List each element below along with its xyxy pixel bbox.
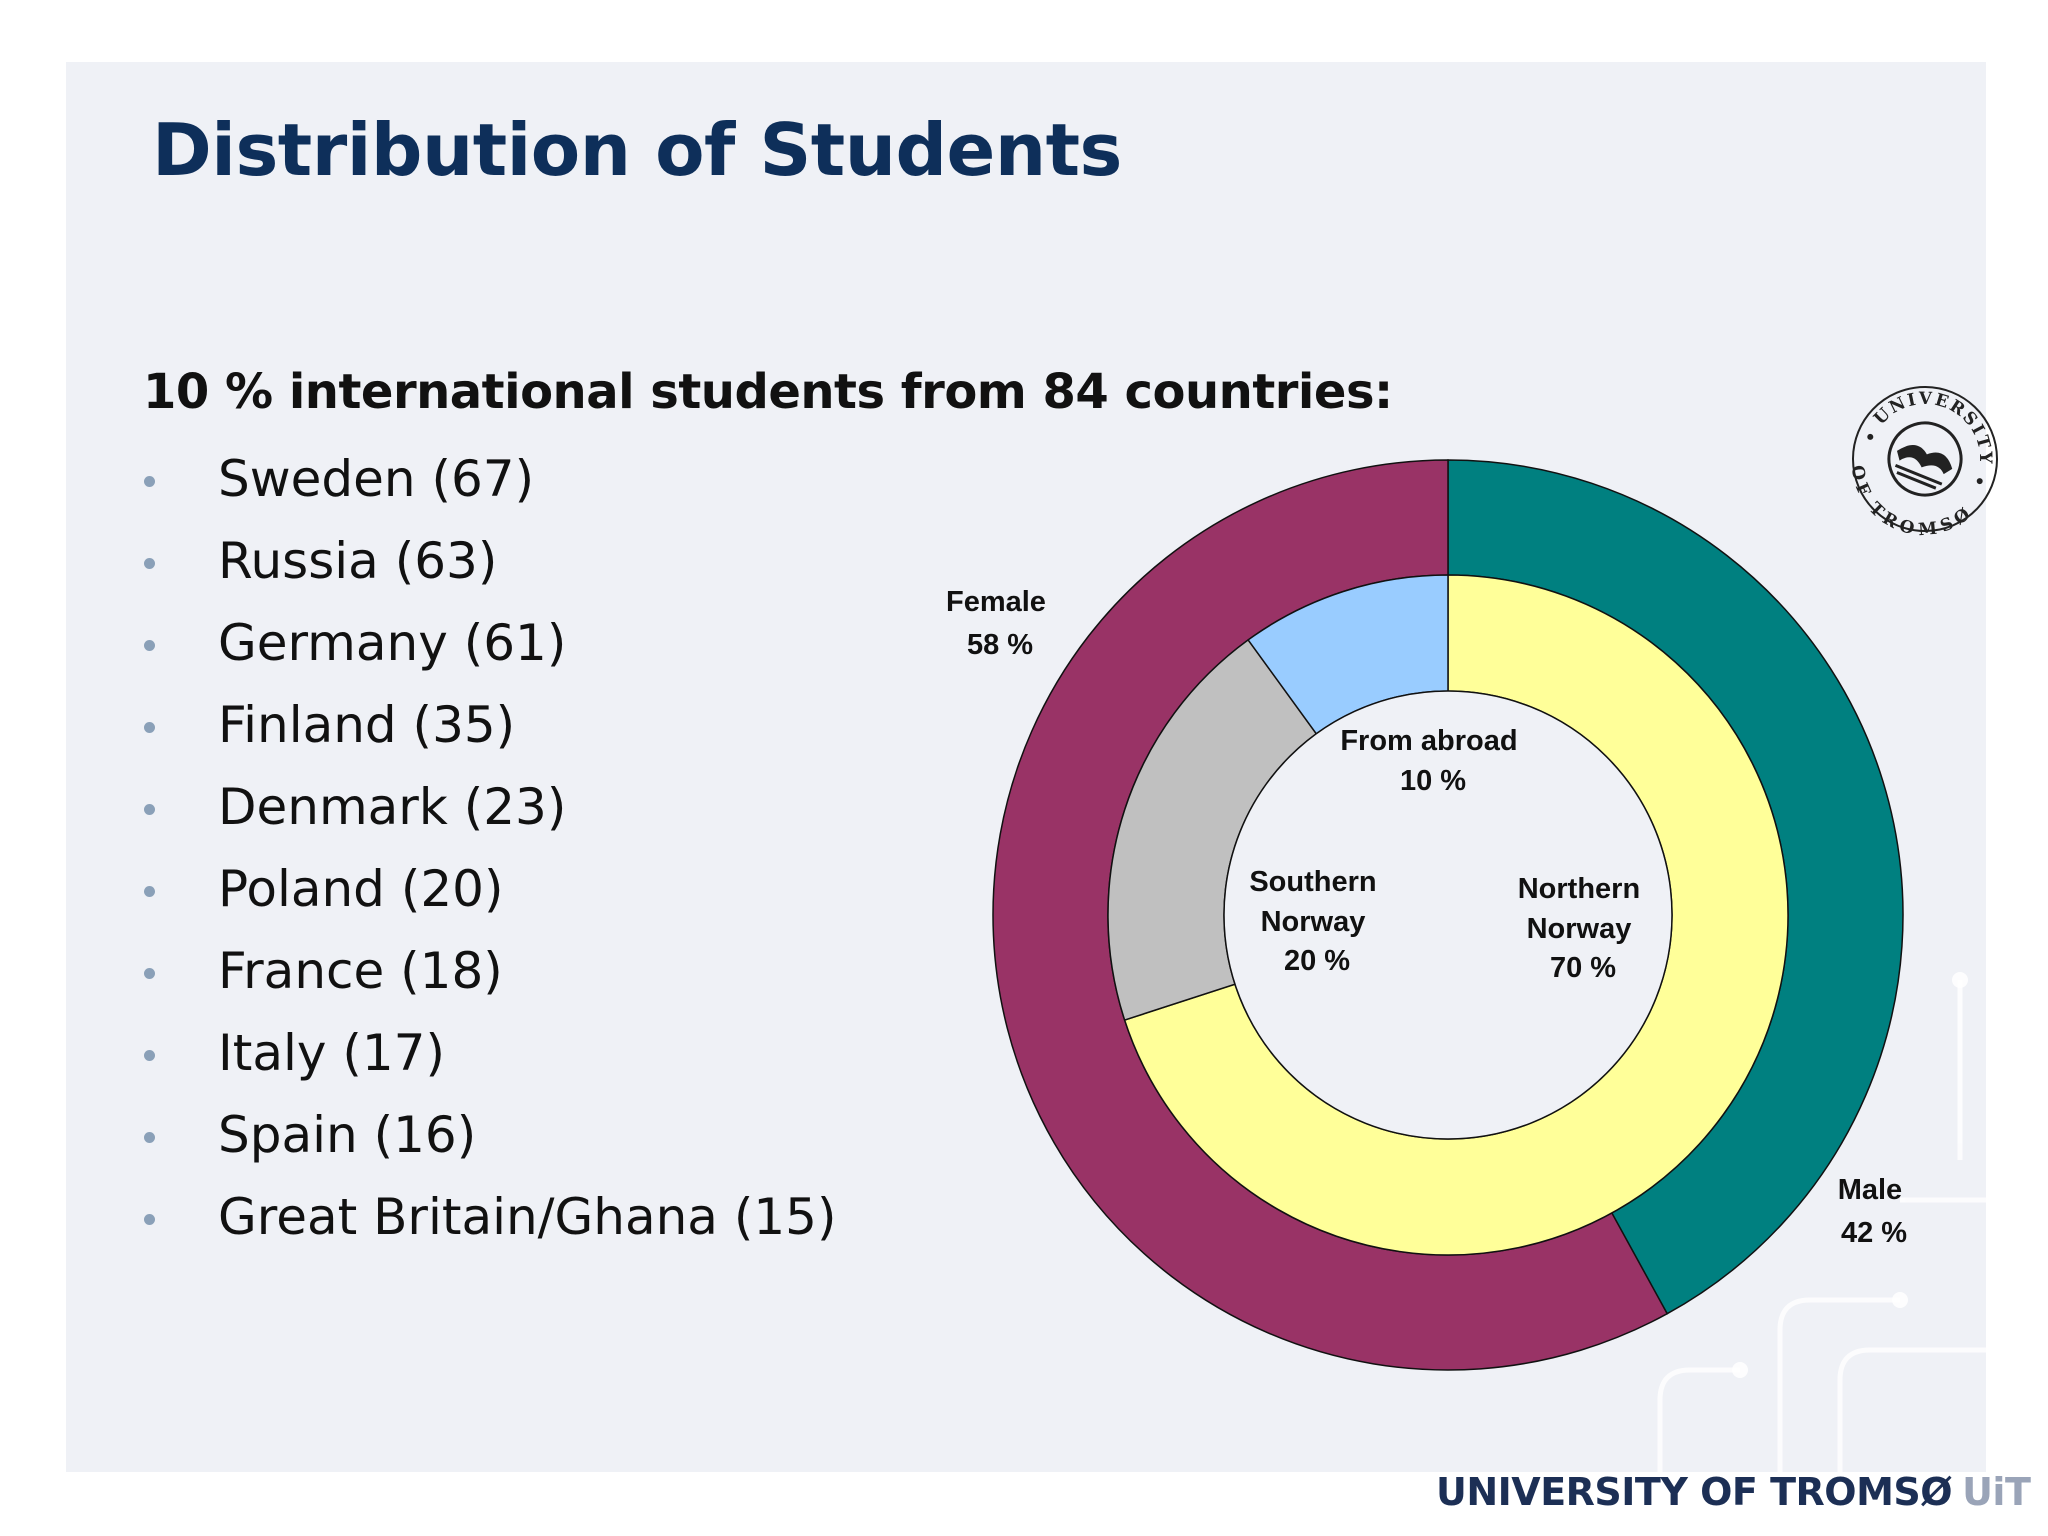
country-label: Great Britain/Ghana (15): [218, 1188, 837, 1246]
country-label: Italy (17): [218, 1024, 446, 1082]
label-southern-line2: Norway: [1261, 906, 1366, 938]
bullet-icon: [144, 722, 155, 733]
label-from-abroad-pct: 10 %: [1400, 765, 1466, 797]
label-female-pct: 58 %: [967, 629, 1033, 661]
country-label: Finland (35): [218, 696, 516, 754]
bullet-icon: [144, 1132, 155, 1143]
footer-brand-name: UNIVERSITY OF TROMSØ: [1436, 1470, 1953, 1514]
country-label: Denmark (23): [218, 778, 567, 836]
label-northern-norway: Northern Norway 70 %: [1518, 873, 1649, 984]
label-southern-pct: 20 %: [1284, 945, 1350, 977]
label-northern-pct: 70 %: [1550, 952, 1616, 984]
country-label: Poland (20): [218, 860, 504, 918]
country-label: Spain (16): [218, 1106, 477, 1164]
footer-brand: UNIVERSITY OF TROMSØ UiT: [1436, 1470, 2031, 1514]
country-label: Sweden (67): [218, 450, 535, 508]
bullet-icon: [144, 968, 155, 979]
label-male: Male 42 %: [1838, 1174, 1911, 1249]
bullet-icon: [144, 886, 155, 897]
label-from-abroad-name: From abroad: [1340, 725, 1517, 757]
label-southern-norway: Southern Norway 20 %: [1249, 866, 1384, 977]
country-label: France (18): [218, 942, 503, 1000]
label-male-name: Male: [1838, 1174, 1902, 1206]
label-southern-line1: Southern: [1249, 866, 1376, 898]
bullet-icon: [144, 558, 155, 569]
label-female-name: Female: [946, 586, 1046, 618]
bullet-icon: [144, 1214, 155, 1225]
bullet-icon: [144, 476, 155, 487]
bullet-icon: [144, 640, 155, 651]
label-northern-line2: Norway: [1527, 913, 1632, 945]
country-label: Russia (63): [218, 532, 498, 590]
label-northern-line1: Northern: [1518, 873, 1640, 905]
footer-brand-suffix: UiT: [1962, 1470, 2031, 1514]
country-label: Germany (61): [218, 614, 567, 672]
page-title: Distribution of Students: [152, 108, 1122, 192]
label-male-pct: 42 %: [1841, 1217, 1907, 1249]
label-from-abroad: From abroad 10 %: [1340, 725, 1525, 797]
subtitle: 10 % international students from 84 coun…: [143, 364, 1393, 420]
donut-hole: [1223, 690, 1673, 1140]
label-female: Female 58 %: [946, 586, 1054, 661]
bullet-icon: [144, 804, 155, 815]
bullet-icon: [144, 1050, 155, 1061]
university-seal-logo: UNIVERSITY OF TROMSØ: [1848, 382, 2002, 536]
